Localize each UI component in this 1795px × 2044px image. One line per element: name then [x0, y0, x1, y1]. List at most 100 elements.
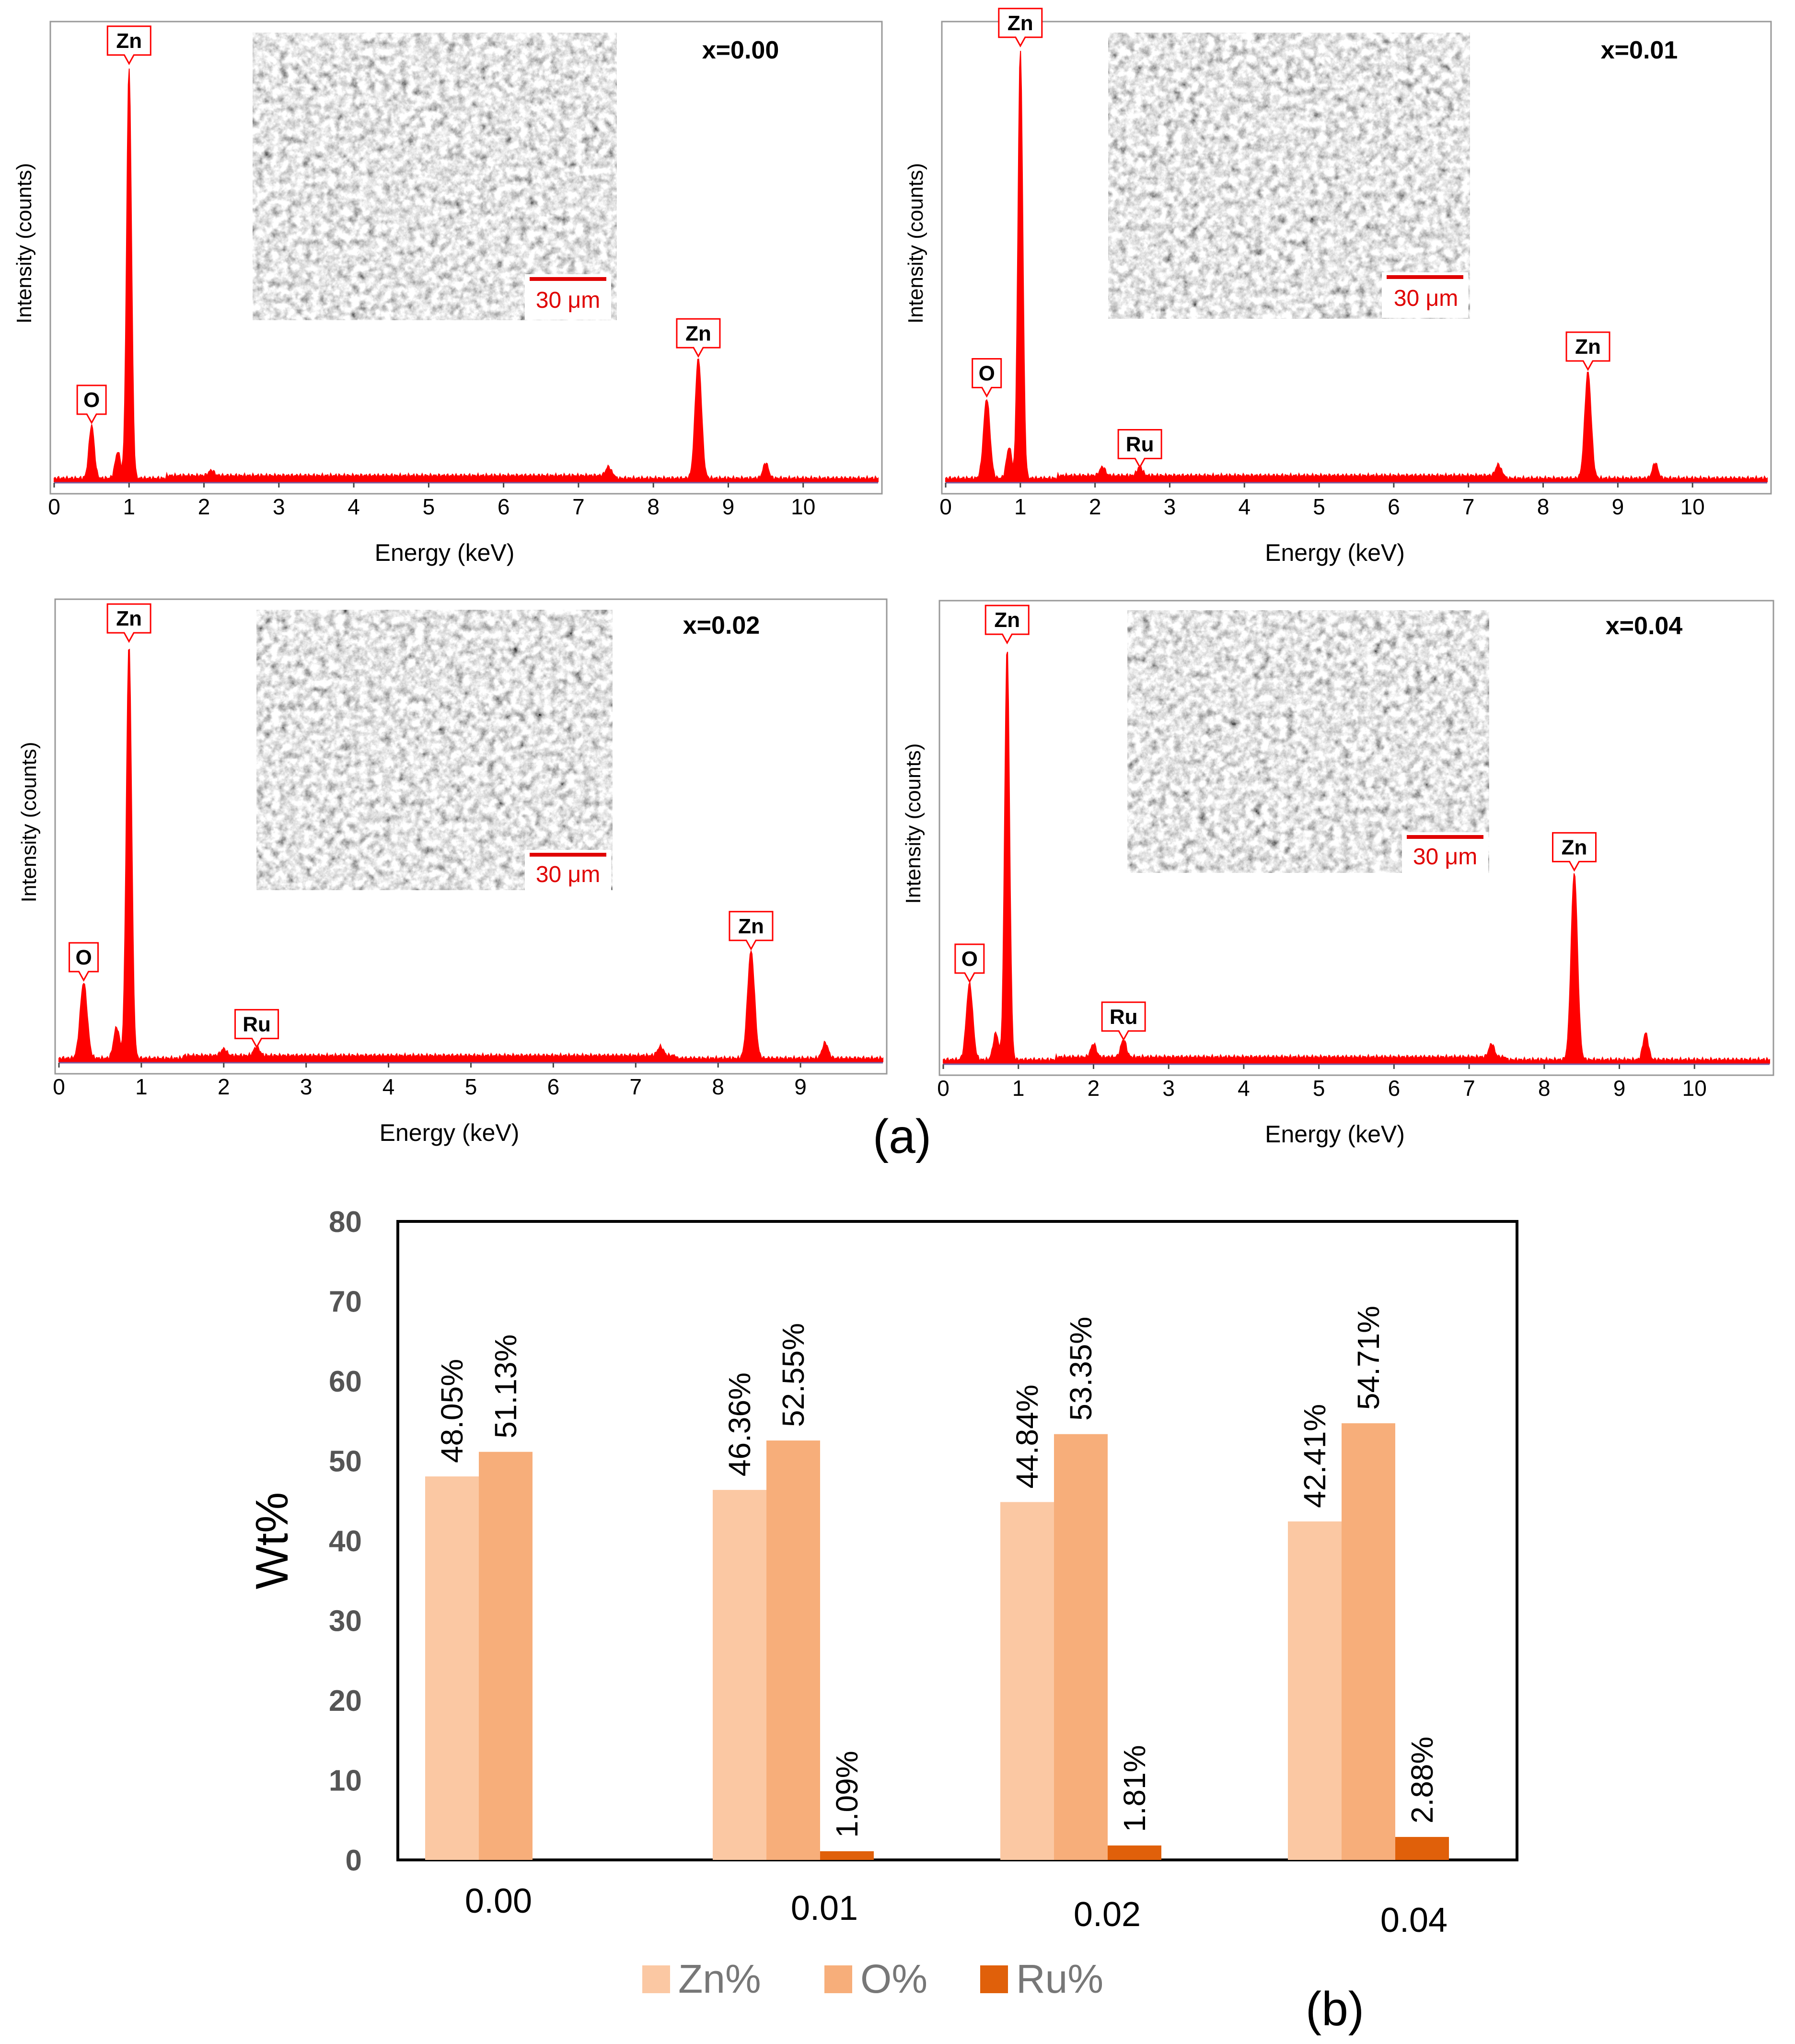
spectrum-trace: [945, 51, 1768, 482]
spectrum-panel-0: 0 1 2 3 4 5 6 7 8 9 10 Energy (keV) Intensity (count…: [12, 21, 883, 566]
x-tick-label: 0.01: [791, 1889, 858, 1928]
legend-label: O%: [860, 1956, 927, 2001]
y-tick-label: 0: [346, 1844, 362, 1877]
x-tick-label: 10: [1680, 494, 1705, 519]
sem-micrograph-inset: [1127, 610, 1489, 873]
scale-bar-label: 30 μm: [1413, 844, 1477, 870]
peak-label: O: [75, 946, 92, 969]
x-tick-label: 2: [1089, 494, 1101, 519]
scale-bar-background: [525, 274, 611, 320]
x-tick-label: 6: [498, 494, 510, 519]
sem-micrograph-inset: [253, 33, 617, 320]
x-tick-label: 0.02: [1074, 1895, 1141, 1934]
x-tick-label: 6: [547, 1074, 560, 1099]
peak-callout-box: [1101, 1001, 1146, 1041]
x-tick-label: 4: [382, 1074, 395, 1099]
panel-a-label: (a): [873, 1110, 931, 1163]
x-tick-label: 0: [53, 1074, 65, 1099]
peak-callout-box: [234, 1009, 279, 1049]
bar-o-0.04: [1342, 1423, 1395, 1860]
data-label: 53.35%: [1064, 1317, 1098, 1421]
y-tick-label: 50: [329, 1445, 362, 1478]
spectrum-trace: [54, 68, 879, 482]
x-tick-label: 4: [1238, 1076, 1250, 1101]
x-tick-label: 3: [273, 494, 285, 519]
peak-label: Ru: [243, 1012, 271, 1036]
peak-label: Zn: [1575, 335, 1601, 359]
peak-label: O: [979, 362, 995, 385]
spectrum-panel-2: 0 1 2 3 4 5 6 7 8 9 Energy (keV) Intensity (counts)…: [17, 598, 888, 1146]
x-tick-label: 5: [465, 1074, 477, 1099]
y-axis-label: Intensity (counts): [904, 163, 927, 324]
peak-label: Zn: [1562, 836, 1587, 859]
x-tick-label: 8: [647, 494, 660, 519]
data-label: 1.09%: [830, 1751, 864, 1837]
data-label: 44.84%: [1010, 1384, 1044, 1488]
peak-callout-box: [1565, 331, 1610, 372]
scale-bar-background: [1402, 832, 1488, 878]
legend-swatch-o: [824, 1965, 852, 1993]
bar-ru-0.01: [820, 1851, 874, 1860]
peak-label: Zn: [994, 608, 1020, 632]
spectrum-title: x=0.01: [1601, 36, 1678, 64]
x-tick-label: 9: [794, 1074, 807, 1099]
data-label: 42.41%: [1297, 1404, 1332, 1508]
bar-zn-0.01: [713, 1490, 766, 1860]
legend-swatch-ru: [980, 1965, 1008, 1993]
peak-callout-box: [76, 384, 107, 425]
scale-bar-label: 30 μm: [536, 862, 600, 887]
peak-label: Ru: [1110, 1005, 1138, 1029]
x-tick-label: 9: [722, 494, 735, 519]
x-tick-label: 7: [572, 494, 585, 519]
x-tick-label: 2: [218, 1074, 230, 1099]
data-label: 2.88%: [1405, 1737, 1439, 1823]
y-tick-label: 10: [329, 1765, 362, 1798]
x-tick-label: 9: [1612, 494, 1624, 519]
y-axis-label: Intensity (counts): [12, 163, 36, 324]
x-tick-label: 1: [123, 494, 135, 519]
peak-label: Ru: [1126, 433, 1154, 456]
x-tick-label: 5: [423, 494, 435, 519]
y-axis-label: Intensity (counts): [17, 742, 41, 902]
peak-label: Zn: [685, 322, 711, 345]
spectrum-panel-3: 0 1 2 3 4 5 6 7 8 9 10 Energy (keV) Intensity (count…: [902, 600, 1774, 1148]
spectrum-trace: [58, 649, 883, 1062]
x-tick-label: 1: [135, 1074, 148, 1099]
sem-micrograph-inset: [256, 610, 613, 890]
peak-callout-box: [954, 943, 985, 983]
x-tick-label: 10: [791, 494, 815, 519]
x-tick-label: 8: [712, 1074, 724, 1099]
bar-ru-0.04: [1395, 1837, 1449, 1860]
x-tick-label: 3: [300, 1074, 313, 1099]
peak-callout-box: [106, 603, 151, 643]
peak-label: Zn: [738, 915, 764, 938]
data-label: 48.05%: [435, 1359, 469, 1463]
x-tick-label: 3: [1164, 494, 1176, 519]
x-tick-label: 4: [347, 494, 360, 519]
x-tick-label: 0: [937, 1076, 950, 1101]
x-tick-label: 5: [1313, 1076, 1325, 1101]
peak-label: Zn: [1008, 12, 1033, 35]
x-tick-label: 0.00: [465, 1882, 532, 1920]
x-axis-label: Energy (keV): [380, 1119, 520, 1146]
peak-callout-box: [1117, 429, 1162, 469]
x-tick-label: 8: [1538, 1076, 1551, 1101]
legend-label: Zn%: [678, 1956, 761, 2001]
bar-ru-0.02: [1108, 1845, 1161, 1860]
data-label: 52.55%: [776, 1323, 811, 1427]
bar-zn-0.04: [1288, 1521, 1342, 1860]
x-tick-label: 0: [939, 494, 952, 519]
peak-label: Zn: [116, 29, 142, 53]
y-axis-label: Intensity (counts): [902, 743, 925, 904]
bar-o-0.02: [1054, 1434, 1108, 1860]
data-label: 46.36%: [722, 1372, 757, 1476]
scale-bar-label: 30 μm: [1394, 286, 1458, 311]
peak-callout-box: [106, 25, 151, 65]
peak-callout-box: [998, 8, 1043, 47]
x-tick-label: 7: [630, 1074, 642, 1099]
bar-o-0.00: [479, 1452, 533, 1860]
legend-label: Ru%: [1016, 1956, 1103, 2001]
peak-callout-box: [984, 604, 1030, 645]
